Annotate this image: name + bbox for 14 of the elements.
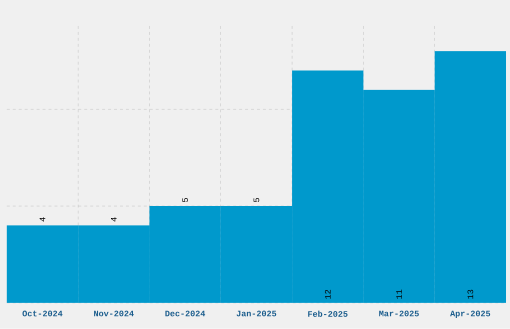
data-label: 5 (254, 198, 260, 202)
x-tick-label: Nov-2024 (94, 310, 134, 316)
x-tick-label: Jan-2025 (236, 310, 276, 316)
x-tick-label: Feb-2025 (308, 310, 348, 317)
data-label: 5 (182, 198, 188, 202)
x-tick-label: Mar-2025 (379, 310, 419, 316)
data-label: 11 (396, 290, 402, 299)
data-label: 4 (40, 217, 46, 222)
x-tick-label: Apr-2025 (450, 310, 490, 318)
data-label: 4 (111, 217, 117, 222)
data-label: 12 (324, 290, 331, 299)
data-label: 13 (467, 290, 474, 299)
x-tick-label: Dec-2024 (165, 310, 206, 316)
x-tick-label: Oct-2024 (22, 310, 62, 316)
